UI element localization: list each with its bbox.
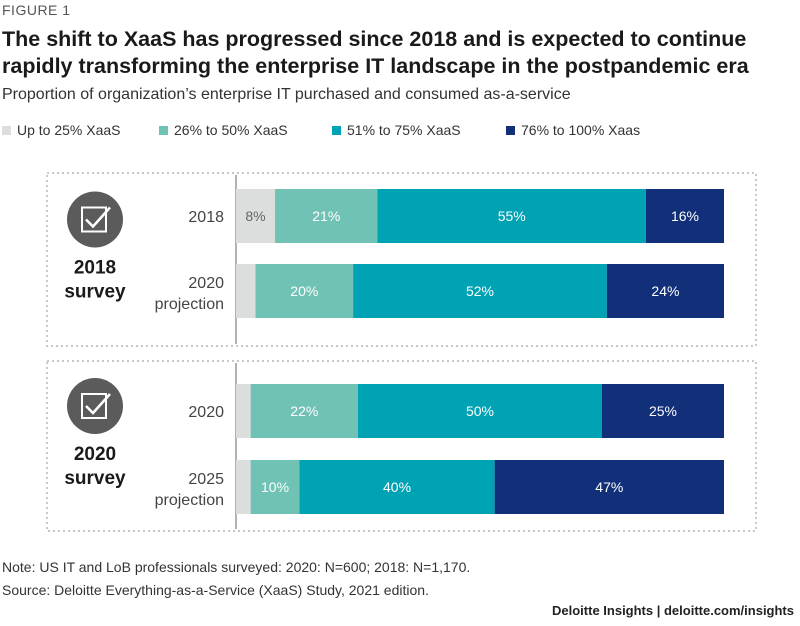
bar-segment	[602, 384, 724, 438]
category-label: 2020	[188, 404, 224, 421]
data-label: 16%	[671, 208, 699, 224]
group-label-survey: survey	[64, 282, 126, 303]
bar-segment	[250, 460, 300, 514]
chart-subtitle: Proportion of organization’s enterprise …	[2, 86, 571, 103]
data-label: 20%	[290, 283, 318, 299]
bar-segment	[494, 460, 724, 514]
data-label: 10%	[261, 479, 289, 495]
data-label: 52%	[466, 283, 494, 299]
legend-item-26-to-50: 26% to 50% XaaS	[159, 122, 288, 138]
bar-segment	[236, 189, 276, 243]
bar-segment	[236, 460, 251, 514]
bar-segment	[645, 189, 724, 243]
category-label-sub: projection	[155, 492, 224, 509]
chart-title: The shift to XaaS has progressed since 2…	[2, 27, 749, 78]
checkbox-icon-box	[81, 206, 107, 233]
data-label: 47%	[595, 479, 623, 495]
bar-segment	[236, 264, 256, 318]
category-label: 2020	[188, 275, 224, 292]
data-label: 40%	[383, 479, 411, 495]
chart-note: Note: US IT and LoB professionals survey…	[2, 559, 471, 575]
survey-panel-border	[46, 172, 757, 347]
data-label: 55%	[498, 208, 526, 224]
bar-segment	[353, 264, 607, 318]
bar-segment	[275, 189, 378, 243]
group-label-survey: survey	[64, 468, 126, 489]
legend-swatch	[2, 125, 11, 135]
data-label: 22%	[290, 403, 318, 419]
checkmark-icon	[85, 206, 111, 229]
checkmark-icon	[85, 393, 111, 415]
category-label: 2025	[188, 471, 224, 488]
checkbox-icon-box	[81, 393, 107, 419]
legend-label: 26% to 50% XaaS	[174, 122, 288, 138]
bar-segment	[377, 189, 646, 243]
data-label: 21%	[312, 208, 340, 224]
legend-label: 76% to 100% Xaas	[521, 122, 641, 138]
bar-segment	[255, 264, 354, 318]
bar-segment	[299, 460, 495, 514]
legend-item-76-to-100: 76% to 100% Xaas	[506, 122, 640, 138]
group-label-year: 2020	[74, 444, 116, 465]
chart-source: Source: Deloitte Everything-as-a-Service…	[2, 582, 429, 598]
legend-swatch	[506, 125, 515, 135]
data-label: 25%	[649, 403, 677, 419]
legend-item-51-to-75: 51% to 75% XaaS	[332, 122, 461, 138]
bar-segment	[250, 384, 358, 438]
legend-item-up-to-25: Up to 25% XaaS	[2, 122, 121, 138]
checkbox-icon	[67, 378, 123, 434]
data-label: 50%	[466, 403, 494, 419]
category-label-sub: projection	[155, 296, 224, 313]
data-label: 8%	[245, 208, 265, 224]
group-label-year: 2018	[74, 258, 116, 279]
category-label: 2018	[188, 209, 224, 226]
bar-segment	[606, 264, 724, 318]
legend-swatch	[332, 125, 341, 135]
bar-segment	[358, 384, 602, 438]
checkbox-icon	[67, 191, 123, 248]
legend: Up to 25% XaaS 26% to 50% XaaS 51% to 75…	[2, 122, 792, 140]
legend-label: Up to 25% XaaS	[17, 122, 121, 138]
legend-label: 51% to 75% XaaS	[347, 122, 461, 138]
legend-swatch	[159, 125, 168, 135]
bar-segment	[236, 384, 251, 438]
figure-label: FIGURE 1	[2, 2, 71, 18]
publisher-credit: Deloitte Insights | deloitte.com/insight…	[552, 603, 794, 618]
data-label: 24%	[651, 283, 679, 299]
